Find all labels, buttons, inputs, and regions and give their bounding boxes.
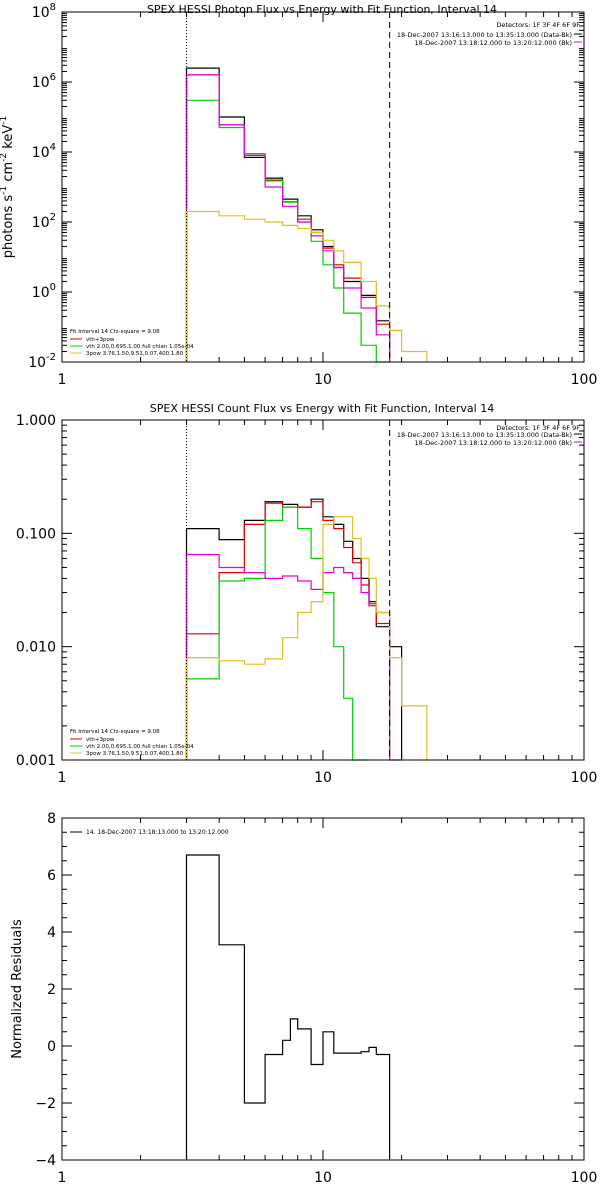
residuals-ticks: 1 10 100 −4 −2 0 2 4 6 8 xyxy=(35,811,597,1186)
ylabel-exp-cm: -2 xyxy=(0,153,9,162)
count-flux-bk-interval: 18-Dec-2007 13:18:12.000 to 13:20:12.000… xyxy=(415,439,573,447)
series-line-0 xyxy=(185,67,391,362)
count-flux-title: SPEX HESSI Count Flux vs Energy with Fit… xyxy=(150,402,494,415)
y-tick-label: 6 xyxy=(47,868,56,884)
photon-flux-panel: SPEX HESSI Photon Flux vs Energy with Fi… xyxy=(0,2,597,388)
y-tick-base: 10 xyxy=(32,145,50,161)
y-tick-label: 104 xyxy=(32,142,56,161)
series-line-2 xyxy=(185,506,369,761)
series-line-3 xyxy=(185,74,391,362)
y-tick-label: 0.010 xyxy=(16,640,56,656)
y-tick-exponent: 6 xyxy=(50,72,56,83)
y-tick-label: 8 xyxy=(47,811,56,827)
x-tick-label: 100 xyxy=(571,1170,598,1186)
x-tick-label: 100 xyxy=(571,770,598,786)
y-tick-label: 4 xyxy=(47,925,56,941)
x-tick-label: 10 xyxy=(314,1170,332,1186)
count-flux-vlines xyxy=(186,420,391,760)
photon-flux-fit-header: Fit Interval 14 Chi-square = 9.08 xyxy=(70,329,160,335)
count-flux-ticks: 1 10 100 0.001 0.010 0.100 1.000 xyxy=(16,413,597,786)
series-line-1 xyxy=(185,501,391,760)
legend-label-vth-3pow: vth+3pow xyxy=(86,337,115,343)
x-tick-label: 100 xyxy=(571,372,598,388)
ylabel-kev: keV xyxy=(1,125,16,153)
x-tick-label: 1 xyxy=(58,372,67,388)
x-tick-label: 10 xyxy=(314,770,332,786)
residuals-legend: 14. 18-Dec-2007 13:18:13.000 to 13:20:12… xyxy=(70,829,229,836)
y-tick-label: 108 xyxy=(32,2,56,21)
series-line-1 xyxy=(185,74,391,362)
y-tick-exponent: 2 xyxy=(50,212,56,223)
x-tick-label: 1 xyxy=(58,1170,67,1186)
y-tick-label: 0 xyxy=(47,1039,56,1055)
y-tick-label: −4 xyxy=(35,1153,56,1169)
photon-flux-detectors: Detectors: 1F 3F 4F 6F 9F xyxy=(496,21,580,29)
y-tick-label: 2 xyxy=(47,982,56,998)
legend-label-vth: vth 2.00,0.695,1.00 full chian 1.05e-04 xyxy=(86,344,194,350)
residuals-ylabel: Normalized Residuals xyxy=(10,919,25,1059)
photon-flux-bk-interval: 18-Dec-2007 13:18:12.000 to 13:20:12.000… xyxy=(415,39,573,47)
residuals-legend-label: 14. 18-Dec-2007 13:18:13.000 to 13:20:12… xyxy=(86,829,229,836)
y-tick-base: 10 xyxy=(32,75,50,91)
count-legend-label-vth: vth 2.00,0.695,1.00 full chian 1.05e-04 xyxy=(86,744,194,750)
series-line-0 xyxy=(185,854,391,1160)
count-flux-info: Detectors: 1F 3F 4F 6F 9F 18-Dec-2007 13… xyxy=(397,424,582,447)
photon-flux-data-interval: 18-Dec-2007 13:16:13.000 to 13:35:13.000… xyxy=(397,31,572,39)
y-tick-exponent: -2 xyxy=(46,352,56,363)
y-tick-label: 100 xyxy=(32,282,56,301)
y-tick-label: 0.100 xyxy=(16,526,56,542)
residuals-series xyxy=(185,854,391,1160)
y-tick-exponent: 4 xyxy=(50,142,56,153)
series-line-0 xyxy=(185,498,403,760)
count-flux-fit-header: Fit Interval 14 Chi-square = 9.08 xyxy=(70,729,160,735)
photon-flux-info: Detectors: 1F 3F 4F 6F 9F 18-Dec-2007 13… xyxy=(397,21,582,47)
svg-text:photons s-1 cm-2 keV-1: photons s-1 cm-2 keV-1 xyxy=(0,116,16,258)
y-tick-exponent: 8 xyxy=(50,2,56,13)
photon-flux-series xyxy=(185,67,428,363)
ylabel-photons-s: photons s xyxy=(1,195,16,259)
y-tick-label: 102 xyxy=(32,212,56,231)
series-line-4 xyxy=(185,210,428,362)
y-tick-label: 0.001 xyxy=(16,753,56,769)
count-flux-data-interval: 18-Dec-2007 13:16:13.000 to 13:35:13.000… xyxy=(397,431,572,439)
photon-flux-ylabel: photons s-1 cm-2 keV-1 xyxy=(0,116,16,258)
y-tick-label: −2 xyxy=(35,1096,56,1112)
x-tick-label: 1 xyxy=(58,770,67,786)
y-tick-label: 1.000 xyxy=(16,413,56,429)
count-flux-legend: Fit Interval 14 Chi-square = 9.08 vth+3p… xyxy=(70,729,194,757)
count-flux-detectors: Detectors: 1F 3F 4F 6F 9F xyxy=(496,424,580,432)
photon-flux-legend: Fit Interval 14 Chi-square = 9.08 vth+3p… xyxy=(70,329,194,357)
residuals-plot-frame xyxy=(61,817,585,1161)
photon-flux-title: SPEX HESSI Photon Flux vs Energy with Fi… xyxy=(147,3,497,16)
count-flux-series xyxy=(185,498,428,761)
y-tick-base: 10 xyxy=(28,355,46,371)
y-tick-base: 10 xyxy=(32,215,50,231)
y-tick-base: 10 xyxy=(32,285,50,301)
y-tick-label: 106 xyxy=(32,72,56,91)
y-tick-base: 10 xyxy=(32,5,50,21)
count-legend-label-vth-3pow: vth+3pow xyxy=(86,737,115,743)
residuals-panel: 1 10 100 −4 −2 0 2 4 6 8 Normalized Residuals 14.… xyxy=(10,811,597,1186)
ylabel-exp-s: -1 xyxy=(0,186,9,195)
y-tick-label: 10-2 xyxy=(28,352,56,371)
count-legend-label-3pow: 3pow 3.76,1.50,9.51,0.07,400,1.80 xyxy=(86,751,184,757)
count-flux-panel: SPEX HESSI Count Flux vs Energy with Fit… xyxy=(16,402,597,786)
x-tick-label: 10 xyxy=(314,372,332,388)
legend-label-3pow: 3pow 3.76,1.50,9.51,0.07,400,1.80 xyxy=(86,351,184,357)
ylabel-cm: cm xyxy=(1,162,16,186)
series-line-4 xyxy=(185,516,428,760)
count-flux-plot-frame xyxy=(61,419,585,761)
y-tick-exponent: 0 xyxy=(50,282,56,293)
series-line-2 xyxy=(185,99,390,363)
photon-flux-plot-frame xyxy=(61,11,585,363)
photon-flux-vlines xyxy=(186,12,391,362)
ylabel-exp-kev: -1 xyxy=(0,116,9,125)
